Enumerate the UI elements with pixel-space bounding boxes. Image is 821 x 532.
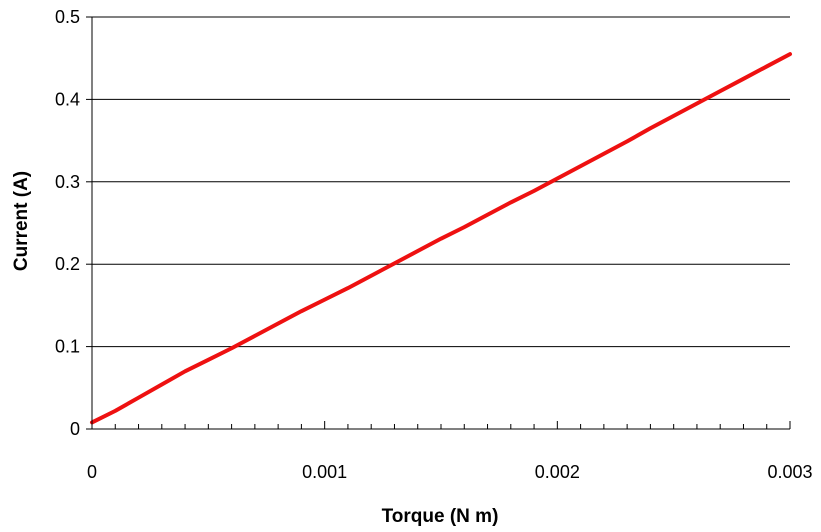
y-tick-label-3: 0.3 [55, 172, 80, 192]
y-axis-title: Current (A) [11, 171, 32, 271]
series-line-0 [90, 52, 792, 425]
x-tick-label-1: 0.001 [302, 462, 347, 482]
y-tick-label-4: 0.4 [55, 89, 80, 109]
series-layer [90, 52, 792, 425]
y-tick-label-5: 0.5 [55, 7, 80, 27]
x-tick-label-2: 0.002 [535, 462, 580, 482]
y-tick-labels: 0 0.1 0.2 0.3 0.4 0.5 [55, 7, 80, 439]
gridlines [92, 16, 790, 348]
x-axis-title: Torque (N m) [382, 506, 499, 527]
y-tick-label-1: 0.1 [55, 337, 80, 357]
x-tick-label-3: 0.003 [767, 462, 812, 482]
y-tick-label-0: 0 [70, 419, 80, 439]
x-tick-label-0: 0 [87, 462, 97, 482]
ticks [86, 16, 791, 430]
x-tick-labels: 0 0.001 0.002 0.003 [87, 462, 813, 482]
y-tick-label-2: 0.2 [55, 254, 80, 274]
